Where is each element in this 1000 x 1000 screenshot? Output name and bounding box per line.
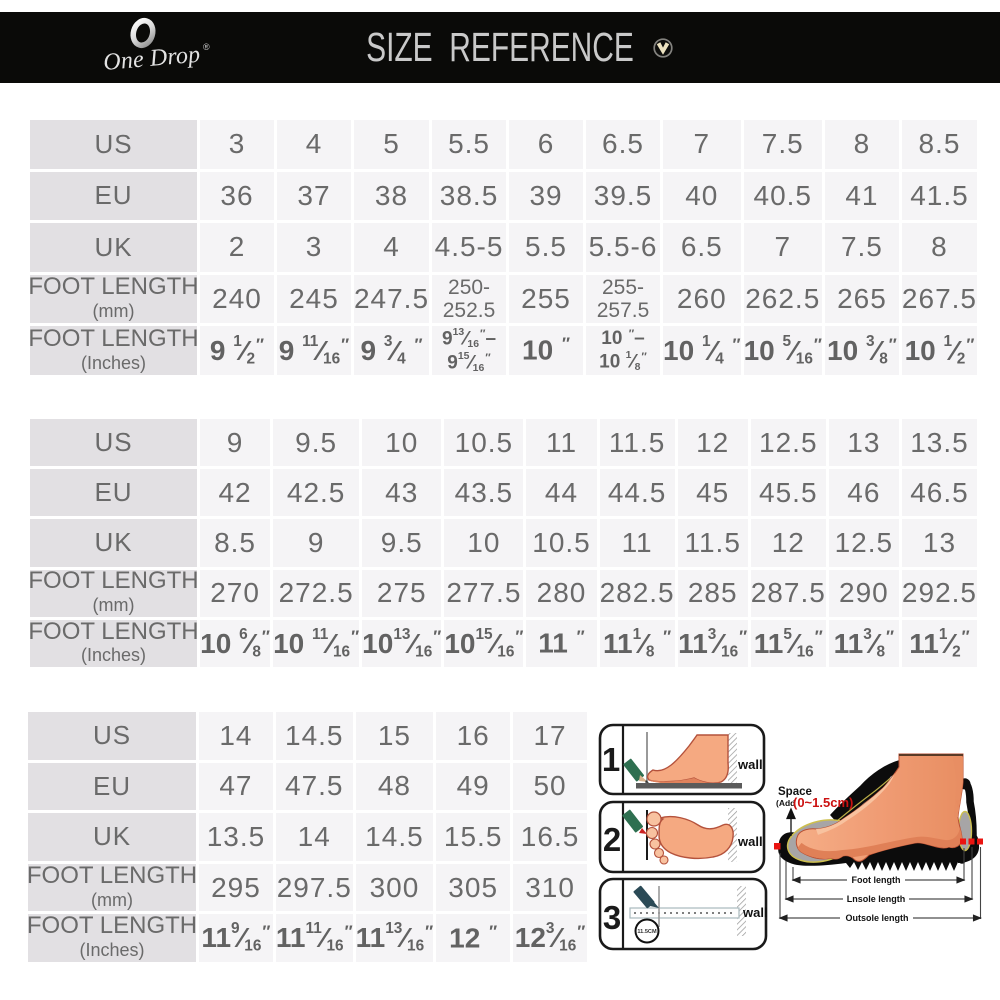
svg-text:3: 3 xyxy=(603,899,621,936)
svg-text:Outsole length: Outsole length xyxy=(846,913,909,923)
svg-text:11.5CM: 11.5CM xyxy=(637,929,657,935)
svg-text:(Add: (Add xyxy=(776,798,795,808)
svg-text:wall: wall xyxy=(737,757,763,772)
svg-text:2: 2 xyxy=(603,821,621,858)
svg-text:1: 1 xyxy=(602,741,620,778)
svg-text:®: ® xyxy=(203,42,210,52)
svg-text:wall: wall xyxy=(742,905,768,920)
svg-text:One Drop: One Drop xyxy=(102,42,201,76)
svg-text:Foot length: Foot length xyxy=(852,875,901,885)
svg-text:wall: wall xyxy=(737,834,763,849)
svg-text:Lnsole length: Lnsole length xyxy=(847,894,906,904)
svg-text:Space: Space xyxy=(778,786,812,798)
svg-text:(0~1.5cm): (0~1.5cm) xyxy=(793,795,853,810)
